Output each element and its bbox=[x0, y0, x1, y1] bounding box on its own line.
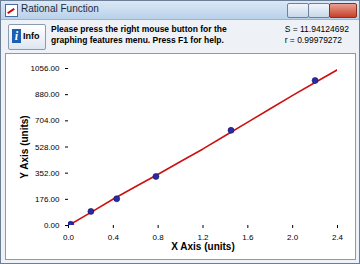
svg-text:704.00: 704.00 bbox=[35, 116, 60, 125]
html-text:i Info: i Info bbox=[14, 29, 40, 43]
svg-text:0.4: 0.4 bbox=[108, 233, 120, 242]
svg-text:X Axis (units): X Axis (units) bbox=[171, 241, 235, 252]
svg-text:176.00: 176.00 bbox=[35, 195, 60, 204]
svg-text:880.00: 880.00 bbox=[35, 90, 60, 99]
svg-text:0.8: 0.8 bbox=[153, 233, 165, 242]
svg-text:Y Axis (units): Y Axis (units) bbox=[19, 115, 30, 178]
svg-text:352.00: 352.00 bbox=[35, 169, 60, 178]
svg-text:1.6: 1.6 bbox=[242, 233, 254, 242]
svg-text:2.0: 2.0 bbox=[287, 233, 299, 242]
html-text:graphing features menu. Press: graphing features menu. Press F1 for hel… bbox=[51, 35, 224, 45]
html-text:S = 11.94124692: S = 11.94124692 bbox=[284, 24, 349, 34]
svg-text:2.4: 2.4 bbox=[332, 233, 344, 242]
svg-text:1056.00: 1056.00 bbox=[31, 64, 60, 73]
svg-text:0.00: 0.00 bbox=[44, 221, 60, 230]
html-text:Rational Function: Rational Function bbox=[21, 3, 99, 14]
html-text:Please press the right mouse b: Please press the right mouse button for … bbox=[51, 24, 227, 34]
svg-text:0.0: 0.0 bbox=[63, 233, 75, 242]
svg-text:1.2: 1.2 bbox=[197, 233, 209, 243]
html-text:r = 0.99979272: r = 0.99979272 bbox=[284, 35, 343, 45]
svg-text:528.00: 528.00 bbox=[35, 143, 60, 152]
